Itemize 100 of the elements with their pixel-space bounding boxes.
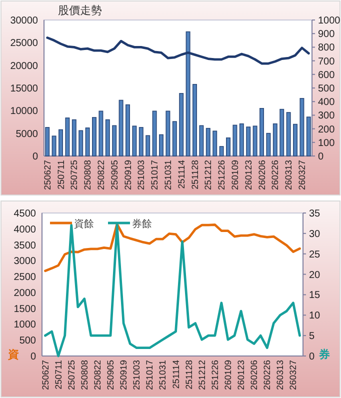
x-tick-label: 250627 xyxy=(42,160,52,190)
x-tick-label: 260206 xyxy=(249,360,260,390)
bar xyxy=(306,116,311,156)
y2-tick-label: 25 xyxy=(309,249,321,260)
y2-tick-label: 700 xyxy=(318,56,336,68)
bar xyxy=(300,98,304,156)
x-tick-label: 260206 xyxy=(256,160,267,190)
y-tick-label: 10000 xyxy=(10,106,38,118)
x-tick-label: 251031 xyxy=(162,160,173,190)
y2-tick-label: 400 xyxy=(318,97,336,108)
y2-tick-label: 30 xyxy=(309,228,321,240)
x-tick-label: 260109 xyxy=(230,160,240,190)
x-tick-label: 251017 xyxy=(150,160,160,190)
bar xyxy=(219,146,224,156)
y2-tick-label: 35 xyxy=(309,208,321,220)
y2-tick-label: 15 xyxy=(309,290,321,302)
x-tick-label: 251017 xyxy=(144,360,155,390)
y-tick-label: 4500 xyxy=(14,208,36,220)
bar xyxy=(105,119,110,156)
x-tick-label: 251114 xyxy=(176,160,186,189)
y-tick-label: 3500 xyxy=(14,240,36,252)
bar xyxy=(186,31,190,156)
x-tick-label: 251031 xyxy=(158,360,168,390)
y2-tick-label: 600 xyxy=(318,70,336,81)
bar xyxy=(85,127,90,156)
x-tick-label: 250905 xyxy=(106,360,116,390)
bar xyxy=(45,127,50,156)
y2-tick-label: 800 xyxy=(318,42,336,54)
y-tick-label: 2000 xyxy=(14,288,36,299)
x-tick-label: 260226 xyxy=(270,160,280,190)
x-tick-label: 260327 xyxy=(288,360,298,390)
bar xyxy=(65,118,70,156)
bar xyxy=(226,137,230,156)
y2-tick-label: 1000 xyxy=(318,16,341,26)
y2-tick-label: 100 xyxy=(318,138,336,149)
x-tick-label: 250919 xyxy=(122,160,133,190)
bar xyxy=(272,123,278,156)
bar xyxy=(92,117,96,156)
bar xyxy=(72,119,76,156)
x-tick-label: 251226 xyxy=(210,360,220,390)
x-tick-label: 250822 xyxy=(92,360,102,390)
bar xyxy=(78,130,84,156)
x-tick-label: 251212 xyxy=(203,160,214,190)
x-tick-label: 251128 xyxy=(190,160,200,190)
bar xyxy=(132,126,137,156)
bar xyxy=(179,93,184,156)
y2-tick-label: 200 xyxy=(318,124,336,136)
y-axis-title: 資 xyxy=(7,348,19,361)
y2-axis-title: 券 xyxy=(318,348,331,361)
x-tick-label: 251003 xyxy=(136,160,146,190)
bar xyxy=(252,126,258,156)
y-tick-label: 1000 xyxy=(14,320,36,331)
line-series xyxy=(46,36,310,65)
bar xyxy=(112,125,117,156)
x-tick-label: 250808 xyxy=(79,360,90,390)
bar xyxy=(286,112,291,156)
bar xyxy=(232,124,238,156)
y-tick-label: 4000 xyxy=(14,224,36,236)
bar xyxy=(260,108,264,156)
bar xyxy=(152,110,157,156)
y-tick-label: 25000 xyxy=(10,38,38,50)
x-tick-label: 250725 xyxy=(69,160,80,190)
bar xyxy=(172,121,177,156)
y-tick-label: 1500 xyxy=(14,304,36,315)
bar xyxy=(118,100,124,156)
y2-tick-label: 900 xyxy=(318,29,336,40)
y2-tick-label: 0 xyxy=(318,152,324,162)
y-tick-label: 3000 xyxy=(14,256,36,268)
bar xyxy=(138,127,144,156)
y-tick-label: 15000 xyxy=(10,84,38,94)
bar xyxy=(98,110,104,156)
y-tick-label: 0 xyxy=(32,152,38,162)
x-tick-label: 251226 xyxy=(216,160,227,190)
x-tick-label: 260123 xyxy=(243,160,254,190)
chart-title: 股價走勢 xyxy=(58,4,102,17)
y-tick-label: 2500 xyxy=(14,272,36,284)
y2-tick-label: 5 xyxy=(309,331,315,342)
y2-tick-label: 20 xyxy=(309,270,321,281)
y2-tick-label: 0 xyxy=(309,352,315,362)
bar xyxy=(126,104,130,156)
x-tick-label: 260327 xyxy=(296,160,307,190)
bar xyxy=(166,110,170,156)
legend-label: 券餘 xyxy=(132,218,152,230)
legend-label: 資餘 xyxy=(74,218,94,230)
y2-tick-label: 10 xyxy=(309,310,321,322)
x-tick-label: 250905 xyxy=(109,160,120,190)
x-tick-label: 260123 xyxy=(236,360,246,390)
bar xyxy=(266,132,271,156)
x-tick-label: 260313 xyxy=(275,360,286,390)
bar xyxy=(246,126,251,156)
x-tick-label: 260226 xyxy=(262,360,272,390)
bar xyxy=(146,135,150,156)
x-tick-label: 251128 xyxy=(184,360,194,390)
x-tick-label: 251212 xyxy=(196,360,207,390)
bar xyxy=(159,134,164,156)
y2-tick-label: 300 xyxy=(318,110,336,122)
x-tick-label: 250711 xyxy=(53,360,64,390)
x-tick-label: 250808 xyxy=(82,160,93,190)
x-tick-label: 260313 xyxy=(284,160,294,190)
y-tick-label: 0 xyxy=(30,352,36,362)
